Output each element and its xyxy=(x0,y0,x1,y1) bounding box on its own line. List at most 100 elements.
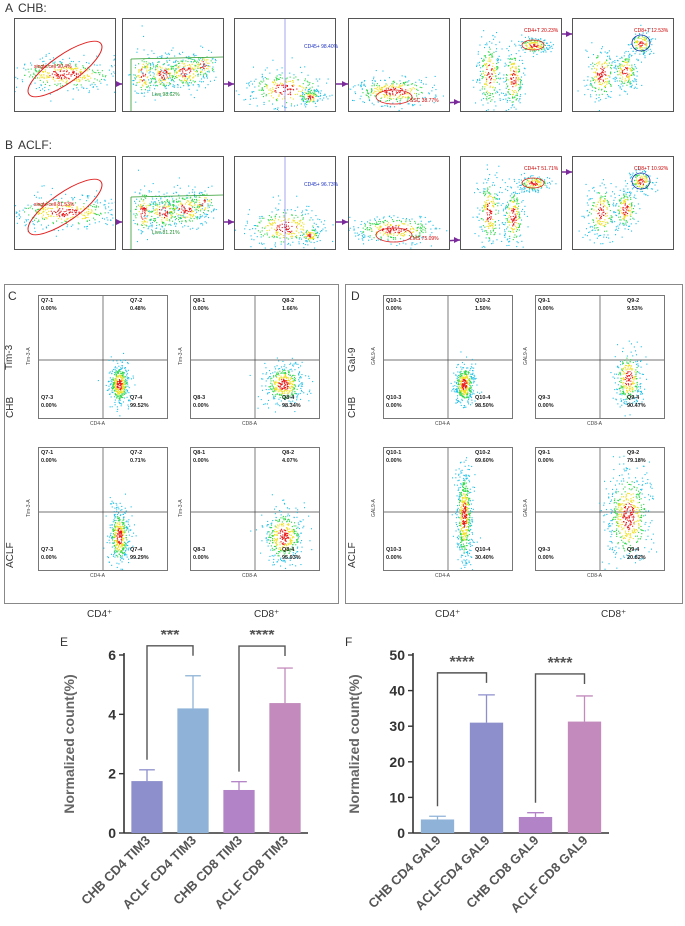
quadrant-x-axis-label: CD4-A xyxy=(90,421,106,427)
scatter-live-2 xyxy=(158,46,214,99)
quadrant-q4-value: 30.40% xyxy=(475,555,494,561)
gating-scatter-1 xyxy=(15,40,115,102)
quadrant-x-axis-label: CD4-A xyxy=(90,573,106,579)
gate-cd4 xyxy=(521,177,545,189)
quadrant-scatter-4 xyxy=(191,448,319,570)
gate-label-3: CD45+ 96.73% xyxy=(304,182,339,188)
panel-c-marker-label: Tim-3 xyxy=(4,344,15,370)
quadrant-plot-1 xyxy=(38,295,168,419)
gate-label-2: Live 81.21% xyxy=(152,230,180,236)
quadrant-x-axis-label: CD4-A xyxy=(435,421,451,427)
quadrant-q2-name: Q7-2 xyxy=(130,450,143,456)
scatter-cd45-bright xyxy=(298,226,327,249)
quadrant-q3-value: 0.00% xyxy=(386,555,402,561)
quadrant-q4-value: 98.34% xyxy=(282,403,301,409)
quadrant-q3-name: Q8-3 xyxy=(193,547,206,553)
quadrant-q2-value: 9.53% xyxy=(627,306,643,312)
quadrant-q4-name: Q7-4 xyxy=(130,395,143,401)
quadrant-q2-value: 0.48% xyxy=(130,306,146,312)
panel-d-row-aclf: ACLF xyxy=(347,542,358,568)
gating-plot-1 xyxy=(14,18,116,112)
quadrant-q4-name: Q7-4 xyxy=(130,547,143,553)
panel-d-col-cd8: CD8⁺ xyxy=(601,609,627,620)
quadrant-scatter-4 xyxy=(536,448,664,570)
gating-plot-6 xyxy=(572,156,674,250)
chart-F-bar-4 xyxy=(567,721,602,833)
scatter-cd3neg xyxy=(472,30,506,111)
quadrant-q2-name: Q8-2 xyxy=(282,298,295,304)
quadrant-x-axis-label: CD8-A xyxy=(587,421,603,427)
chart-F-sig-label-1: **** xyxy=(450,654,476,671)
quadrant-scatter-1 xyxy=(39,296,167,418)
scatter-cd8 xyxy=(501,178,529,248)
quadrant-q1-name: Q10-1 xyxy=(386,298,402,304)
gating-plot-5 xyxy=(460,156,562,250)
panel-d-frame xyxy=(345,284,683,604)
quadrant-q1-value: 0.00% xyxy=(538,458,554,464)
panel-b-letter: B xyxy=(5,138,14,152)
quadrant-scatter-1 xyxy=(384,296,512,418)
gating-scatter-4 xyxy=(349,215,448,249)
panel-a-title: CHB: xyxy=(18,1,47,15)
chart-F-sig-bracket-1 xyxy=(436,672,488,807)
quadrant-q1-value: 0.00% xyxy=(41,458,57,464)
quadrant-q3-name: Q7-3 xyxy=(41,547,54,553)
quadrant-q3-value: 0.00% xyxy=(538,403,554,409)
panel-b-title: ACLF: xyxy=(18,138,53,152)
quadrant-y-axis-label: Tim-3-A xyxy=(26,347,32,365)
quadrant-q1-value: 0.00% xyxy=(193,306,209,312)
gating-plot-3 xyxy=(234,156,336,250)
gate-label-4: SSC 38.77% xyxy=(410,98,439,104)
gate-cd8 xyxy=(631,34,651,52)
panel-c-row-aclf: ACLF xyxy=(5,542,16,568)
quadrant-q3-value: 0.00% xyxy=(538,555,554,561)
chart-F-bar-1 xyxy=(420,819,455,833)
quadrant-q1-value: 0.00% xyxy=(193,458,209,464)
quadrant-q3-name: Q9-3 xyxy=(538,547,551,553)
quadrant-cluster xyxy=(97,352,136,417)
quadrant-q1-name: Q8-1 xyxy=(193,450,206,456)
chart-E-ytick-label: 2 xyxy=(108,766,116,782)
quadrant-plot-1 xyxy=(383,295,513,419)
quadrant-q1-value: 0.00% xyxy=(386,458,402,464)
chart-E-bar-3 xyxy=(223,789,255,833)
quadrant-q2-value: 4.07% xyxy=(282,458,298,464)
quadrant-q4-name: Q10-4 xyxy=(475,547,491,553)
gating-plot-4 xyxy=(348,18,450,112)
scatter-cd4 xyxy=(511,34,554,58)
quadrant-q2-name: Q8-2 xyxy=(282,450,295,456)
gating-arrowhead-3 xyxy=(342,81,348,87)
quadrant-q1-value: 0.00% xyxy=(41,306,57,312)
quadrant-plot-2 xyxy=(535,295,665,419)
gating-arrowhead-1 xyxy=(116,81,122,87)
quadrant-q2-value: 1.66% xyxy=(282,306,298,312)
chart-E-panel-letter: E xyxy=(60,635,68,649)
scatter-cd4pos xyxy=(610,180,641,238)
gating-scatter-5 xyxy=(472,164,557,248)
scatter-dead xyxy=(128,25,157,103)
panel-c-col-cd4: CD4⁺ xyxy=(87,609,113,620)
quadrant-y-axis-label: Tim-3-A xyxy=(26,499,32,517)
quadrant-cluster xyxy=(250,494,313,569)
gating-plot-5 xyxy=(460,18,562,112)
gating-plot-2 xyxy=(122,156,224,250)
quadrant-q2-name: Q7-2 xyxy=(130,298,143,304)
quadrant-y-axis-label: GAL9-A xyxy=(523,347,529,365)
scatter-cd8 xyxy=(497,43,526,111)
chart-E-sig-label-1: *** xyxy=(161,630,180,644)
quadrant-q2-value: 1.50% xyxy=(475,306,491,312)
quadrant-q4-name: Q9-4 xyxy=(627,547,640,553)
quadrant-scatter-2 xyxy=(191,296,319,418)
chart-E-bar-1 xyxy=(131,781,163,833)
quadrant-cluster xyxy=(249,357,314,413)
scatter-singlets xyxy=(15,185,115,237)
scatter-lymph xyxy=(349,70,444,111)
panel-d-row-chb: CHB xyxy=(347,396,358,418)
scatter-live-3 xyxy=(184,185,217,223)
chart-E-sig-bracket-2 xyxy=(238,645,286,772)
gate-live xyxy=(130,194,223,198)
quadrant-x-axis-label: CD4-A xyxy=(435,573,451,579)
gating-plot-2 xyxy=(122,18,224,112)
scatter-live-3 xyxy=(189,45,217,88)
quadrant-q3-value: 0.00% xyxy=(41,555,57,561)
